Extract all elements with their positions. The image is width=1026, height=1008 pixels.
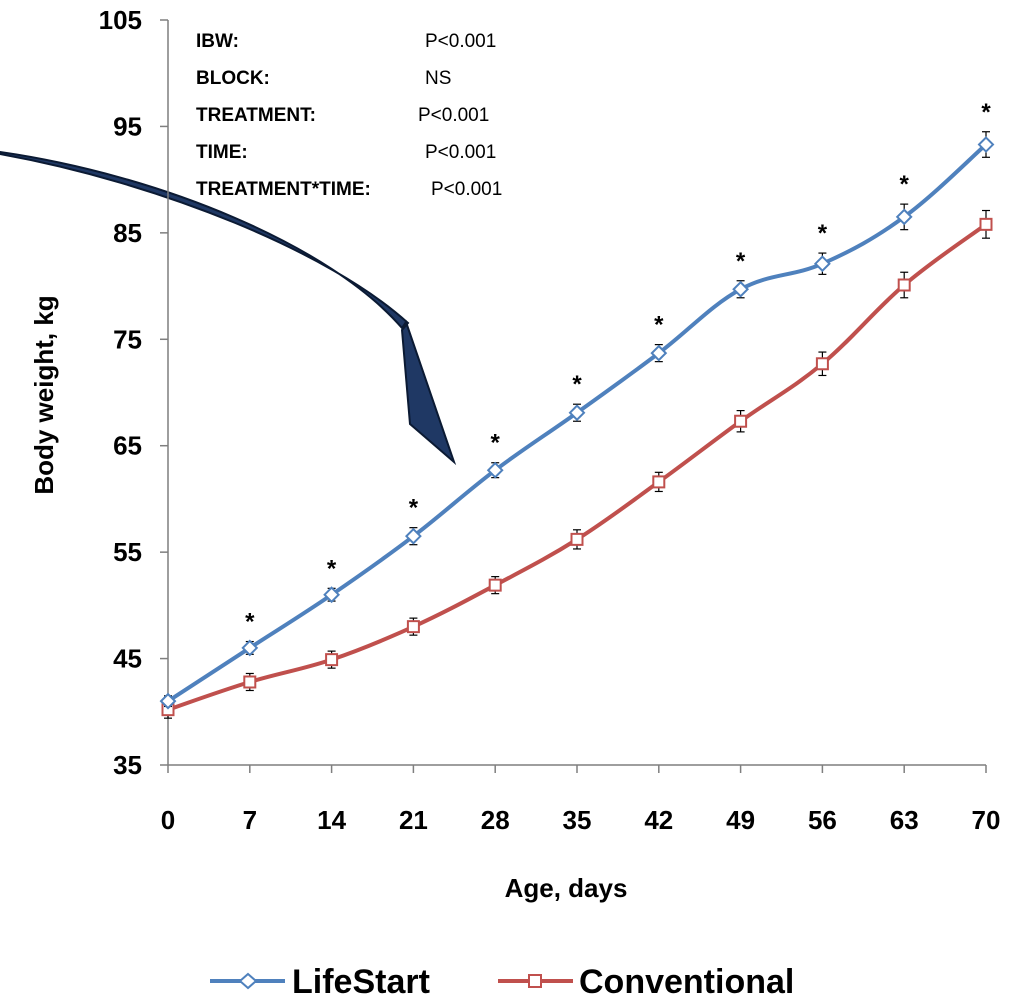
data-point-square (406, 620, 420, 634)
data-point-diamond (568, 404, 586, 422)
stat-term: TREATMENT: (196, 105, 316, 126)
x-axis-ticks: 0 7 14 21 28 35 42 49 56 63 70 (161, 765, 1001, 835)
stat-term: BLOCK: (196, 68, 270, 89)
y-tick-label: 45 (113, 644, 142, 674)
data-point-diamond (323, 586, 341, 604)
x-tick-label: 21 (399, 805, 428, 835)
data-point-diamond (404, 527, 422, 545)
stat-term: TREATMENT*TIME: (196, 179, 371, 200)
significance-star: * (245, 609, 255, 636)
y-tick-label: 85 (113, 218, 142, 248)
x-tick-label: 14 (317, 805, 346, 835)
stat-term: TIME: (196, 142, 248, 163)
stat-p-value: P<0.001 (425, 31, 496, 52)
legend-label-lifestart: LifeStart (292, 963, 430, 1001)
legend-item-conventional: Conventional (498, 963, 794, 1001)
significance-star: * (736, 248, 746, 275)
series-lifestart (159, 131, 995, 710)
x-axis-title: Age, days (505, 873, 628, 903)
stat-term: IBW: (196, 31, 239, 52)
statistics-table: IBW: P<0.001 BLOCK: NS TREATMENT: P<0.001 TIME… (196, 31, 502, 200)
legend-item-lifestart: LifeStart (210, 963, 430, 1001)
significance-star: * (491, 430, 501, 457)
diamond-icon (238, 972, 258, 990)
square-icon (528, 974, 542, 988)
y-tick-label: 75 (113, 324, 142, 354)
significance-markers: * * * * * * * * * * (245, 99, 991, 636)
data-point-square (488, 578, 502, 592)
significance-star: * (900, 171, 910, 198)
data-point-diamond (977, 136, 995, 153)
x-tick-label: 70 (972, 805, 1001, 835)
data-point-diamond (650, 344, 668, 362)
y-axis-title: Body weight, kg (29, 295, 59, 494)
significance-star: * (981, 99, 991, 126)
legend-label-conventional: Conventional (579, 963, 794, 1001)
y-tick-label: 65 (113, 431, 142, 461)
data-point-diamond (486, 461, 504, 479)
data-point-square (979, 217, 993, 231)
data-point-diamond (895, 208, 913, 226)
data-point-square (897, 278, 911, 292)
significance-star: * (654, 312, 664, 339)
series-line-lifestart (166, 143, 988, 703)
stat-p-value: P<0.001 (431, 179, 502, 200)
data-point-diamond (813, 255, 831, 273)
legend: LifeStart Conventional (210, 963, 794, 1001)
y-tick-label: 105 (99, 5, 142, 35)
y-axis-ticks: 35 45 55 65 75 85 95 105 (99, 5, 168, 780)
data-point-square (570, 532, 584, 546)
x-tick-label: 0 (161, 805, 175, 835)
x-tick-label: 42 (644, 805, 673, 835)
significance-star: * (409, 495, 419, 522)
series-layer (159, 131, 995, 719)
y-tick-label: 95 (113, 111, 142, 141)
data-point-diamond (732, 280, 750, 298)
data-point-square (243, 675, 257, 689)
series-conventional (161, 209, 993, 719)
annotation-arrow (0, 150, 457, 466)
significance-star: * (572, 371, 582, 398)
data-point-square (734, 414, 748, 428)
data-point-square (325, 653, 339, 667)
stat-p-value: P<0.001 (425, 142, 496, 163)
significance-star: * (818, 220, 828, 247)
x-tick-label: 49 (726, 805, 755, 835)
x-tick-label: 56 (808, 805, 837, 835)
stat-p-value: P<0.001 (418, 105, 489, 126)
data-point-square (815, 357, 829, 371)
data-point-square (652, 475, 666, 489)
series-line-conventional (167, 222, 988, 712)
y-tick-label: 55 (113, 537, 142, 567)
stat-p-value: NS (425, 68, 451, 89)
x-tick-label: 28 (481, 805, 510, 835)
significance-star: * (327, 555, 337, 582)
x-tick-label: 35 (563, 805, 592, 835)
x-tick-label: 7 (243, 805, 257, 835)
data-point-diamond (159, 692, 177, 710)
x-tick-label: 63 (890, 805, 919, 835)
data-point-diamond (241, 639, 259, 657)
y-tick-label: 35 (113, 750, 142, 780)
